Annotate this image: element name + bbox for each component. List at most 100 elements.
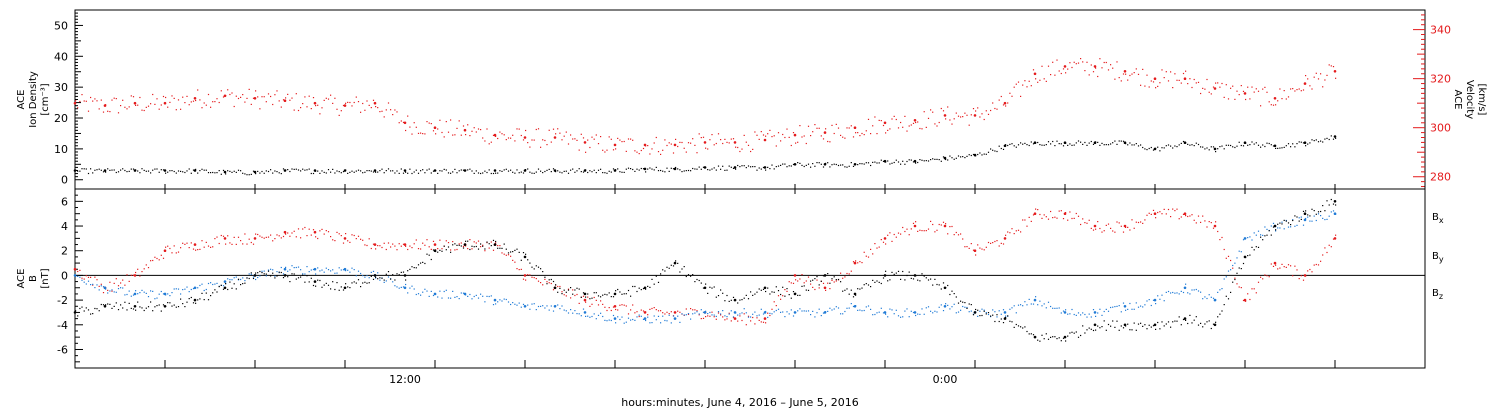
- by-sample: [482, 295, 484, 297]
- by-sample: [379, 279, 381, 281]
- velocity-point: [463, 128, 467, 132]
- ion-density-sample: [597, 169, 600, 171]
- velocity-sample: [291, 97, 293, 99]
- ion-density-sample: [897, 161, 900, 163]
- velocity-sample: [882, 124, 885, 127]
- bz-point: [403, 243, 407, 246]
- bz-sample: [360, 238, 362, 240]
- bx-sample: [201, 292, 203, 294]
- bx-sample: [180, 298, 182, 300]
- ion-density-sample: [685, 170, 687, 172]
- bx-sample: [972, 314, 975, 316]
- bx-sample: [340, 286, 342, 288]
- bx-sample: [405, 279, 407, 281]
- by-sample: [456, 296, 458, 298]
- ion-density-sample: [1047, 141, 1050, 143]
- ion-density-sample: [1215, 151, 1217, 153]
- bz-sample: [687, 313, 690, 315]
- bx-sample: [970, 304, 972, 306]
- velocity-sample: [424, 133, 426, 135]
- by-sample: [1060, 312, 1062, 314]
- bz-sample: [679, 311, 681, 313]
- by-sample: [784, 316, 786, 318]
- by-sample: [1245, 237, 1247, 239]
- by-sample: [1015, 312, 1017, 314]
- ion-density-sample: [985, 153, 987, 155]
- by-sample: [533, 303, 535, 305]
- by-sample: [120, 287, 122, 289]
- velocity-sample: [927, 117, 930, 119]
- bz-sample: [638, 315, 640, 318]
- ion-density-sample: [983, 153, 985, 155]
- bx-sample: [707, 292, 709, 294]
- bz-sample: [1159, 211, 1161, 213]
- by-sample: [717, 311, 720, 313]
- bx-sample: [964, 302, 966, 304]
- bx-sample: [428, 254, 430, 256]
- by-sample: [1062, 310, 1065, 312]
- by-sample: [497, 301, 499, 303]
- velocity-sample: [505, 139, 507, 141]
- bx-sample: [610, 296, 612, 298]
- by-sample: [1317, 213, 1320, 215]
- bx-sample: [942, 282, 945, 284]
- by-sample: [158, 293, 160, 295]
- by-sample: [1110, 306, 1112, 309]
- velocity-sample: [833, 132, 835, 135]
- ion-density-sample: [1187, 143, 1189, 145]
- bz-sample: [1223, 248, 1225, 251]
- velocity-sample: [1253, 91, 1255, 93]
- y-tick-label: 6: [61, 195, 68, 208]
- bx-sample: [533, 268, 535, 270]
- by-sample: [891, 309, 893, 311]
- bz-sample: [197, 249, 199, 251]
- bz-sample: [546, 281, 548, 283]
- velocity-point: [703, 141, 707, 144]
- bz-sample: [120, 282, 122, 284]
- bx-sample: [636, 290, 638, 293]
- by-sample: [186, 286, 188, 288]
- velocity-sample: [891, 118, 893, 120]
- bz-sample: [825, 289, 827, 291]
- bx-sample: [874, 281, 876, 283]
- by-sample: [177, 288, 180, 290]
- ion-density-sample: [1272, 145, 1275, 147]
- ion-density-sample: [192, 169, 195, 171]
- bx-sample: [522, 252, 525, 254]
- bx-sample: [396, 273, 398, 275]
- bz-sample: [128, 280, 130, 282]
- bz-sample: [1320, 260, 1322, 262]
- by-sample: [741, 312, 743, 314]
- velocity-sample: [1326, 74, 1328, 76]
- ion-density-sample: [942, 156, 945, 158]
- by-sample: [687, 313, 690, 315]
- bz-sample: [730, 320, 732, 322]
- velocity-sample: [1176, 79, 1178, 81]
- ion-density-sample: [336, 170, 338, 172]
- velocity-sample: [932, 111, 934, 113]
- bx-sample: [724, 300, 726, 302]
- by-sample: [1307, 216, 1309, 218]
- ion-density-sample: [297, 169, 300, 171]
- bz-point: [823, 286, 827, 290]
- by-sample: [870, 308, 872, 310]
- bz-sample: [355, 238, 357, 240]
- ion-density-sample: [175, 172, 177, 174]
- bx-sample: [1161, 321, 1163, 323]
- bz-sample: [1045, 216, 1047, 218]
- ion-density-sample: [1007, 144, 1009, 147]
- ion-density-sample: [925, 160, 927, 162]
- bz-sample: [533, 277, 535, 279]
- ion-density-sample: [565, 170, 567, 172]
- bz-sample: [237, 236, 240, 238]
- velocity-sample: [392, 114, 394, 116]
- bx-sample: [1030, 333, 1032, 335]
- velocity-sample: [660, 153, 662, 155]
- bz-sample: [1302, 279, 1305, 281]
- velocity-sample: [1281, 98, 1283, 100]
- by-sample: [1045, 307, 1047, 309]
- velocity-sample: [158, 108, 160, 110]
- velocity-sample: [919, 127, 921, 130]
- ion-density-point: [1273, 144, 1277, 148]
- by-sample: [1221, 288, 1223, 290]
